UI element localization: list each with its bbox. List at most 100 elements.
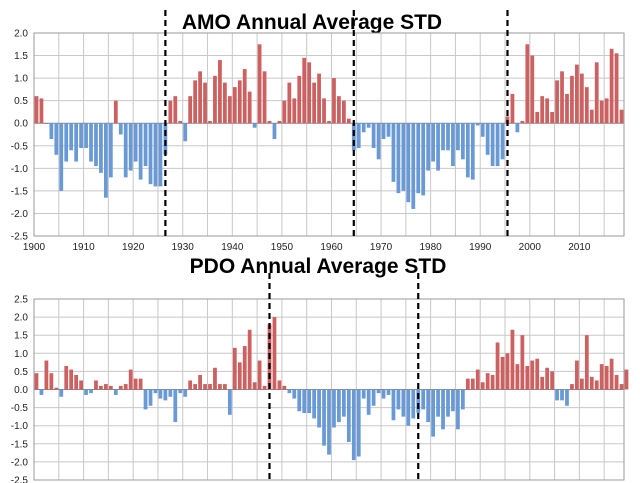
bot-bar xyxy=(545,367,550,390)
bot-bar xyxy=(74,375,79,390)
top-bar xyxy=(297,75,302,124)
top-bar xyxy=(322,98,326,124)
bot-bar xyxy=(297,389,302,412)
bot-bar xyxy=(49,373,54,390)
bot-bar xyxy=(480,382,485,390)
bot-bar xyxy=(396,389,401,410)
bot-y-tick-label: 2.5 xyxy=(14,295,28,306)
top-bar xyxy=(609,48,614,124)
bot-bar xyxy=(609,358,614,390)
bot-bar xyxy=(431,389,436,437)
top-bar xyxy=(416,123,421,194)
top-bar xyxy=(44,123,49,124)
top-bar xyxy=(460,123,465,160)
bot-bar xyxy=(307,389,312,414)
top-bar xyxy=(540,96,545,124)
bot-bar xyxy=(277,380,282,390)
top-bar xyxy=(138,123,143,180)
top-bar xyxy=(178,120,183,124)
top-bar xyxy=(490,123,495,167)
top-bar xyxy=(218,60,222,124)
top-bar xyxy=(475,123,480,126)
top-bar xyxy=(247,91,252,124)
top-bar xyxy=(148,123,153,185)
bot-bar xyxy=(208,384,212,390)
bot-bar xyxy=(242,346,247,390)
top-bar xyxy=(604,98,609,124)
bot-bar xyxy=(227,389,232,415)
top-bar xyxy=(133,123,138,162)
top-bar xyxy=(426,123,431,171)
bot-bar xyxy=(351,389,356,461)
top-bar xyxy=(74,123,79,162)
top-bar xyxy=(411,123,416,209)
bot-y-tick-label: 1.5 xyxy=(14,331,28,342)
bot-bar xyxy=(550,371,554,390)
bot-bar xyxy=(361,389,366,399)
bot-bar xyxy=(624,369,629,390)
bot-bar xyxy=(272,317,277,390)
top-bar xyxy=(570,75,574,124)
bot-bar xyxy=(366,389,371,415)
top-bar xyxy=(252,123,257,128)
bot-bar xyxy=(401,389,406,417)
pdo-grid xyxy=(33,298,625,481)
bot-bar xyxy=(456,389,460,430)
top-bar xyxy=(193,80,198,124)
top-x-tick-label: 1990 xyxy=(469,242,492,253)
top-bar xyxy=(282,100,287,124)
bot-bar xyxy=(500,356,505,390)
bot-bar xyxy=(237,362,242,390)
bot-y-tick-label: 2.0 xyxy=(14,313,28,324)
bot-bar xyxy=(619,384,624,390)
bot-bar xyxy=(515,364,520,390)
top-y-tick-label: -0.5 xyxy=(11,141,29,152)
top-bar xyxy=(579,73,584,124)
top-x-tick-label: 1950 xyxy=(271,242,294,253)
top-x-tick-label: 1970 xyxy=(370,242,393,253)
bot-bar xyxy=(604,365,609,390)
bot-bar xyxy=(203,384,207,390)
bot-bar xyxy=(451,389,455,412)
bot-bar xyxy=(128,369,133,390)
top-x-tick-label: 2000 xyxy=(519,242,542,253)
bot-bar xyxy=(475,369,480,390)
top-bar xyxy=(168,100,173,124)
bot-bar xyxy=(530,360,535,390)
top-bar xyxy=(401,123,406,191)
amo-x-axis: 1900 1910 1920 1930 1940 1950 1960 1970 1980 1990… xyxy=(23,242,591,253)
bot-bar xyxy=(426,389,431,423)
bot-y-tick-label: 0.5 xyxy=(14,367,28,378)
pdo-regime-shift-lines xyxy=(268,273,420,483)
bot-y-tick-label: -1.0 xyxy=(11,421,29,432)
bot-bar xyxy=(39,389,44,395)
bot-bar xyxy=(376,389,381,394)
bot-plot-frame xyxy=(33,298,625,481)
bot-bar xyxy=(198,375,202,390)
top-bar xyxy=(307,62,312,124)
bot-bar xyxy=(158,389,163,399)
top-bar xyxy=(332,78,336,124)
bot-bar xyxy=(555,389,559,401)
bot-bar xyxy=(94,380,98,390)
top-bar xyxy=(366,123,371,128)
top-bar xyxy=(213,75,217,124)
top-bar xyxy=(525,44,530,124)
top-x-tick-label: 1920 xyxy=(122,242,145,253)
top-bar xyxy=(545,98,550,124)
top-bar xyxy=(158,123,163,187)
top-bar xyxy=(341,100,346,124)
bot-bar xyxy=(173,389,178,423)
bot-bar xyxy=(525,365,530,390)
bot-bar xyxy=(441,389,445,430)
bot-bar xyxy=(505,353,510,390)
top-bar xyxy=(446,123,450,151)
bot-bar xyxy=(193,384,198,390)
bot-bar xyxy=(579,378,584,390)
bot-bar xyxy=(138,378,143,390)
bot-bar xyxy=(346,389,351,442)
bot-bar xyxy=(371,389,376,406)
bot-bar xyxy=(183,389,188,397)
top-bar xyxy=(257,44,262,124)
amo-y-axis: 2.0 1.5 1.0 0.5 0.0 -0.5 -1.0 -1.5 -2.0 -2.5 xyxy=(11,29,29,243)
